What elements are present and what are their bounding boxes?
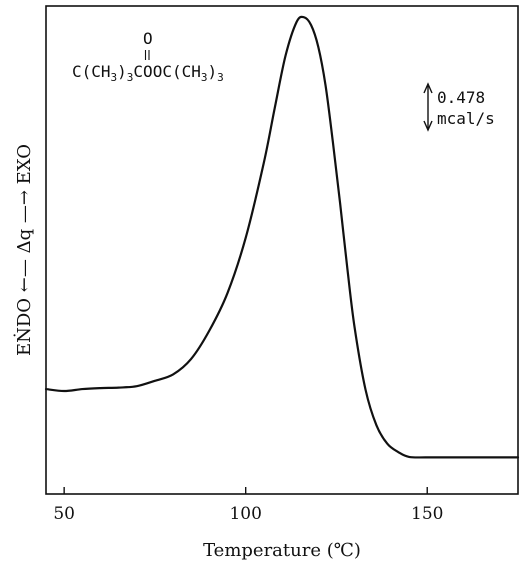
dsc-curve bbox=[44, 15, 520, 459]
scale-bar-arrowhead-up bbox=[423, 82, 433, 94]
x-tick-label: 50 bbox=[53, 504, 75, 524]
y-axis-label: EṄDO ←— Δq —→ EXO bbox=[12, 144, 35, 356]
formula-label: C(CH3)3COOC(CH3)3 bbox=[72, 62, 224, 84]
scale-bar-value: 0.478 bbox=[437, 88, 485, 107]
formula-carbonyl-oxygen: O bbox=[143, 29, 153, 48]
x-axis-label: Temperature (℃) bbox=[203, 540, 361, 561]
x-tick-label: 100 bbox=[229, 504, 261, 524]
x-axis-ticks: 50 100 150 bbox=[53, 487, 443, 524]
scale-bar-arrowhead-down bbox=[423, 120, 433, 132]
x-tick-label: 150 bbox=[411, 504, 443, 524]
scale-bar-unit: mcal/s bbox=[437, 109, 495, 128]
plot-frame bbox=[45, 5, 519, 495]
